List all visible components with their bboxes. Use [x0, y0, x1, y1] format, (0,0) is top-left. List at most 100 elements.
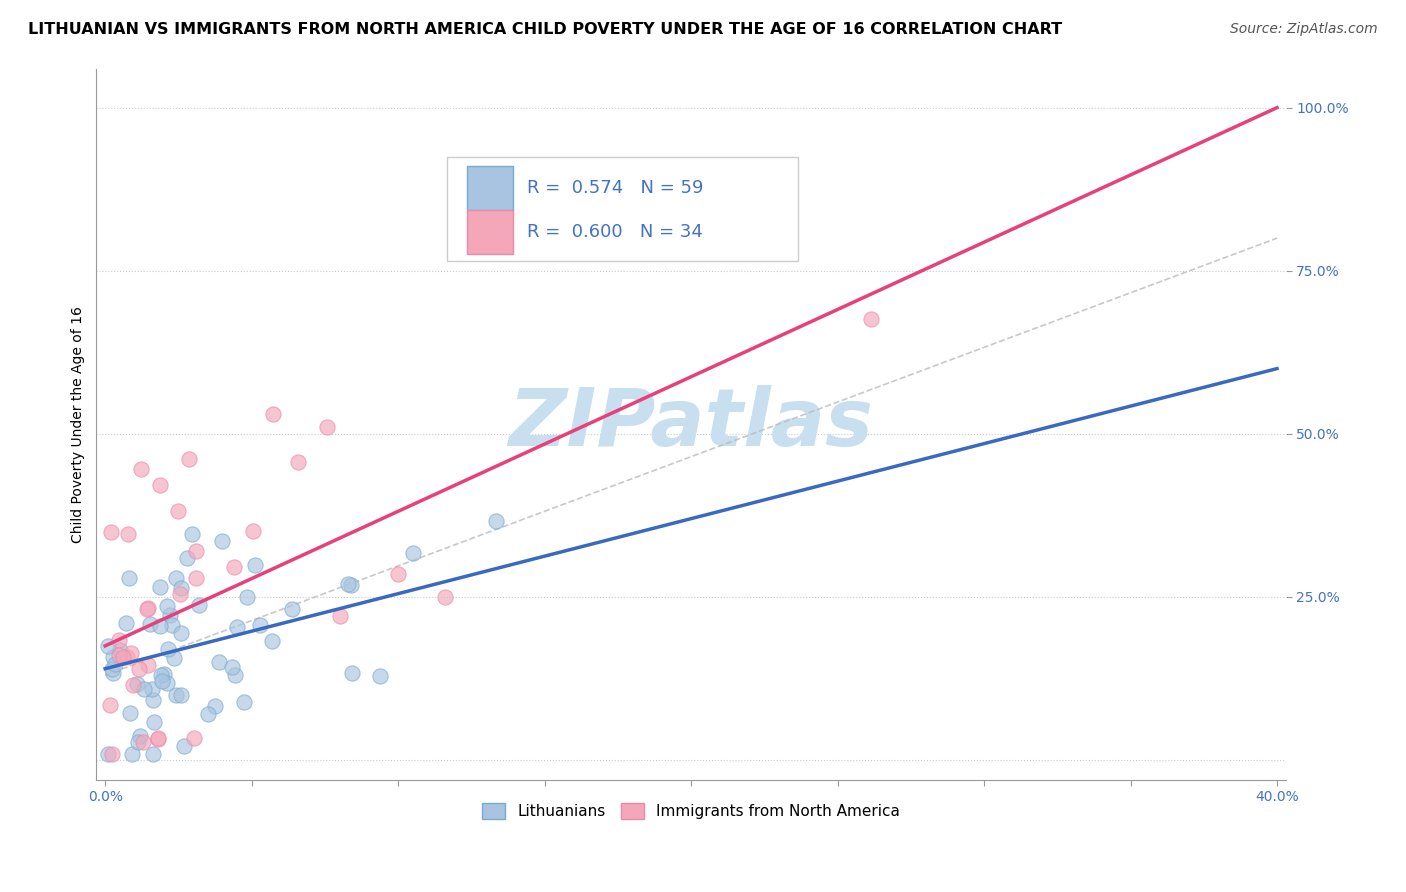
Point [167, 504, 190, 518]
Point [108, 643, 131, 657]
Point [150, 674, 173, 689]
Point [157, 641, 180, 656]
Point [129, 462, 152, 476]
Text: Source: ZipAtlas.com: Source: ZipAtlas.com [1230, 22, 1378, 37]
Point [139, 617, 162, 632]
Point [337, 577, 360, 591]
Point [101, 665, 124, 680]
Point [108, 632, 131, 647]
Point [169, 587, 191, 601]
Point [153, 666, 176, 681]
Point [340, 666, 363, 681]
Point [149, 619, 172, 633]
Point [127, 677, 149, 691]
Point [170, 688, 193, 702]
Point [262, 407, 284, 421]
Point [132, 735, 155, 749]
Point [245, 558, 267, 572]
Point [434, 590, 457, 604]
Point [98, 698, 121, 712]
Point [143, 715, 166, 730]
Point [236, 590, 259, 604]
Point [387, 566, 409, 581]
Y-axis label: Child Poverty Under the Age of 16: Child Poverty Under the Age of 16 [72, 306, 86, 542]
Point [173, 739, 195, 754]
Point [197, 706, 219, 721]
Point [249, 617, 271, 632]
Point [142, 747, 165, 761]
Point [211, 533, 233, 548]
Point [156, 676, 179, 690]
Point [135, 602, 157, 616]
Point [184, 544, 207, 558]
Point [121, 747, 143, 761]
Point [859, 312, 882, 326]
Point [136, 601, 159, 615]
Point [163, 651, 186, 665]
FancyBboxPatch shape [447, 157, 799, 260]
Point [146, 732, 169, 747]
Point [128, 662, 150, 676]
Point [181, 526, 204, 541]
Point [184, 570, 207, 584]
Point [121, 678, 143, 692]
Point [127, 735, 149, 749]
Point [118, 706, 141, 720]
Point [204, 698, 226, 713]
Point [97, 747, 120, 761]
Point [176, 550, 198, 565]
Point [280, 602, 302, 616]
Point [149, 580, 172, 594]
Point [207, 655, 229, 669]
Point [188, 598, 211, 612]
Point [222, 560, 245, 574]
Point [170, 626, 193, 640]
Point [183, 731, 205, 745]
Point [170, 581, 193, 595]
Point [177, 452, 200, 467]
Point [115, 650, 138, 665]
Point [129, 729, 152, 743]
Point [287, 455, 309, 469]
Point [315, 420, 337, 434]
Point [104, 657, 127, 671]
Point [224, 667, 246, 681]
Point [485, 514, 508, 528]
Point [97, 639, 120, 653]
Point [232, 695, 254, 709]
Point [132, 681, 155, 696]
Point [340, 578, 363, 592]
Point [329, 609, 352, 624]
Point [120, 647, 142, 661]
Point [136, 657, 159, 672]
Point [401, 546, 423, 560]
Point [242, 524, 264, 538]
Point [101, 663, 124, 677]
Point [159, 608, 181, 623]
Legend: Lithuanians, Immigrants from North America: Lithuanians, Immigrants from North Ameri… [477, 797, 905, 825]
Point [221, 659, 243, 673]
Point [150, 667, 173, 681]
Point [148, 731, 170, 745]
Point [141, 681, 163, 696]
Point [117, 527, 139, 541]
Point [149, 478, 172, 492]
Point [112, 650, 135, 665]
Point [160, 618, 183, 632]
Point [117, 571, 139, 585]
Point [107, 648, 129, 662]
Text: R =  0.574   N = 59: R = 0.574 N = 59 [527, 179, 703, 197]
Text: R =  0.600   N = 34: R = 0.600 N = 34 [527, 223, 703, 241]
FancyBboxPatch shape [467, 211, 513, 253]
Point [165, 572, 187, 586]
Point [114, 615, 136, 630]
Text: LITHUANIAN VS IMMIGRANTS FROM NORTH AMERICA CHILD POVERTY UNDER THE AGE OF 16 CO: LITHUANIAN VS IMMIGRANTS FROM NORTH AMER… [28, 22, 1063, 37]
Text: ZIPatlas: ZIPatlas [509, 385, 873, 463]
Point [156, 599, 179, 614]
Point [103, 649, 125, 664]
Point [226, 620, 249, 634]
Point [142, 693, 165, 707]
Point [165, 689, 187, 703]
Point [262, 634, 284, 648]
Point [368, 669, 391, 683]
